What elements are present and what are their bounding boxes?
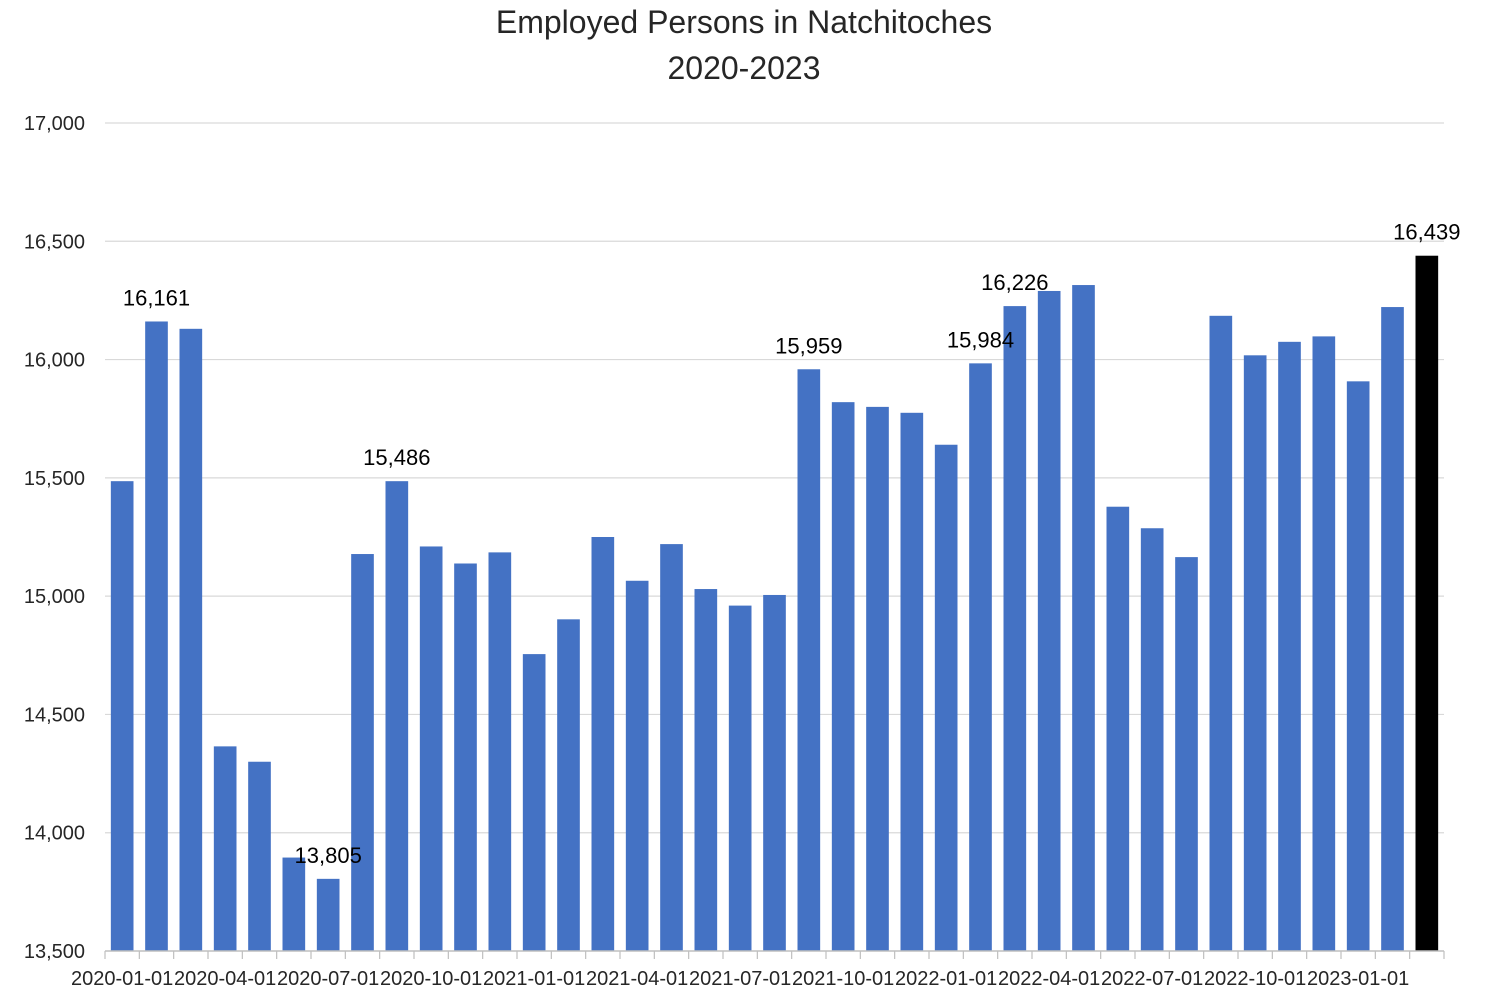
bar	[831, 402, 855, 951]
bar	[385, 481, 409, 951]
bar	[110, 481, 134, 951]
bar	[1003, 306, 1027, 951]
bar	[213, 746, 237, 951]
y-tick-label: 16,500	[24, 231, 85, 253]
x-tick-label: 2020-04-01	[174, 968, 276, 990]
bar	[282, 857, 306, 951]
bar	[419, 546, 443, 951]
chart-title: Employed Persons in Natchitoches	[495, 4, 993, 40]
bar	[454, 563, 477, 951]
x-tick-label: 2022-01-01	[895, 968, 997, 990]
x-tick-label: 2022-10-01	[1204, 968, 1306, 990]
x-tick-label: 2020-01-01	[71, 968, 173, 990]
y-tick-label: 15,500	[24, 468, 85, 490]
bar	[1243, 355, 1267, 952]
bar	[1278, 341, 1301, 951]
bar	[1346, 381, 1370, 951]
bar	[248, 761, 271, 951]
bar	[591, 537, 615, 951]
x-tick-label: 2022-07-01	[1101, 968, 1203, 990]
bar	[969, 363, 992, 951]
x-tick-label: 2021-01-01	[483, 968, 585, 990]
x-tick-label: 2022-04-01	[998, 968, 1100, 990]
bar	[934, 444, 958, 951]
bar	[1312, 336, 1336, 951]
bar	[1140, 528, 1164, 951]
bar	[1209, 315, 1233, 951]
y-tick-label: 13,500	[24, 941, 85, 963]
x-tick-label: 2021-07-01	[689, 968, 791, 990]
x-tick-label: 2023-01-01	[1307, 968, 1409, 990]
y-tick-label: 14,000	[24, 823, 85, 845]
data-label: 16,161	[123, 285, 190, 310]
x-tick-label: 2020-07-01	[277, 968, 379, 990]
bar	[660, 544, 683, 951]
bar	[316, 878, 340, 951]
chart-subtitle: 2020-2023	[667, 50, 821, 86]
y-tick-label: 16,000	[24, 350, 85, 372]
bar	[1381, 307, 1404, 951]
bar	[557, 619, 580, 951]
x-tick-label: 2021-04-01	[586, 968, 688, 990]
data-label: 15,959	[775, 333, 842, 358]
x-tick-label: 2021-10-01	[792, 968, 894, 990]
y-tick-label: 17,000	[24, 113, 85, 135]
bar	[900, 412, 924, 951]
bar	[522, 654, 546, 951]
y-tick-label: 15,000	[24, 586, 85, 608]
bar	[1072, 285, 1095, 952]
bar	[866, 406, 889, 951]
data-label: 16,439	[1393, 220, 1460, 245]
data-label: 15,984	[947, 327, 1014, 352]
data-label: 16,226	[981, 270, 1048, 295]
bar	[625, 580, 649, 951]
data-label: 15,486	[363, 445, 430, 470]
bar	[488, 552, 512, 951]
bar	[763, 594, 786, 951]
bar	[728, 605, 752, 951]
bar	[694, 589, 718, 951]
bar	[797, 369, 821, 951]
bar	[145, 321, 168, 952]
bar	[1037, 290, 1061, 952]
bar	[179, 328, 203, 951]
bar	[351, 554, 374, 951]
bar	[1106, 506, 1130, 951]
bar	[1175, 557, 1198, 951]
x-tick-label: 2020-10-01	[380, 968, 482, 990]
bar	[1415, 255, 1439, 952]
data-label: 13,805	[295, 843, 362, 868]
y-tick-label: 14,500	[24, 704, 85, 726]
